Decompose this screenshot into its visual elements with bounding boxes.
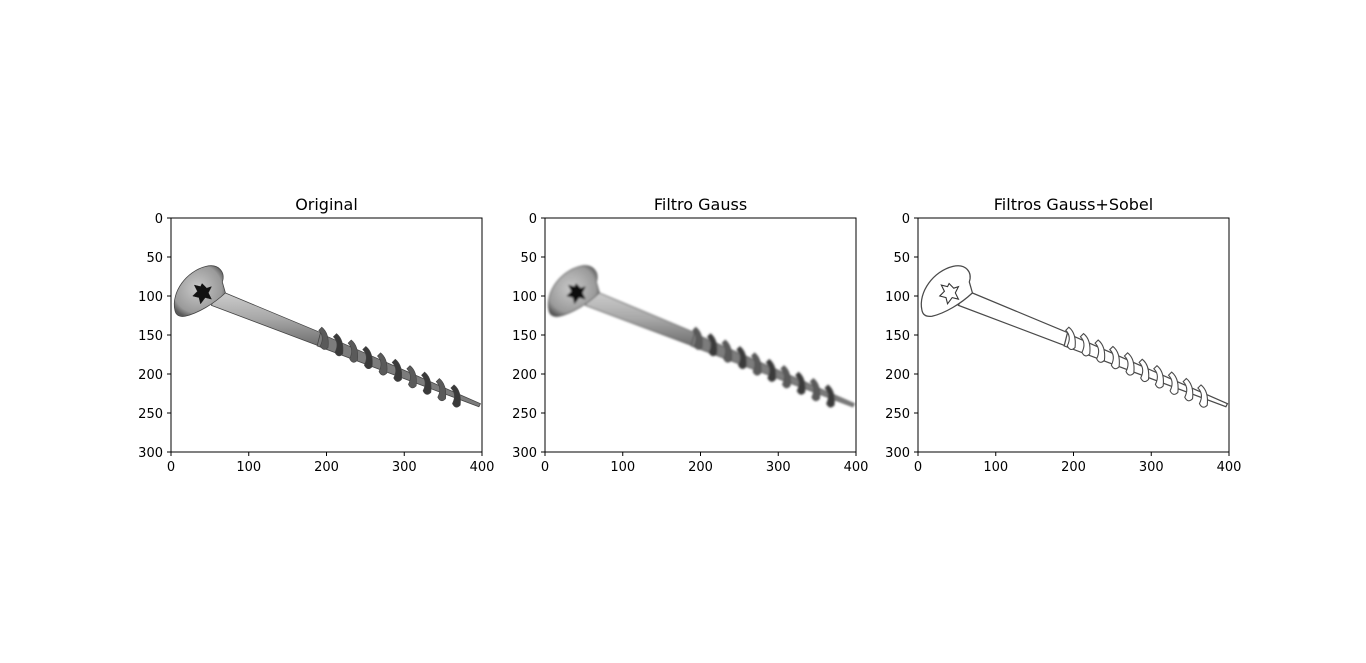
image-panel-1: Original 0 100 200 300 400 0 50 100 150 200 250 300: [138, 195, 494, 475]
screw-thread-crest: [318, 326, 329, 350]
screw-thread-crest: [809, 378, 821, 402]
x-tick-label: 300: [766, 460, 791, 475]
x-tick-label: 0: [914, 460, 922, 475]
y-tick-label: 250: [885, 407, 910, 422]
x-tick-label: 0: [167, 460, 175, 475]
screw-thread-crest: [1138, 358, 1150, 383]
y-tick-label: 200: [512, 368, 537, 383]
panel-title: Filtros Gauss+Sobel: [994, 195, 1153, 214]
y-tick-label: 100: [138, 290, 163, 305]
panel-image: [173, 265, 481, 408]
y-tick-label: 150: [885, 329, 910, 344]
y-tick-label: 300: [138, 446, 163, 461]
screw-shank: [957, 288, 1071, 347]
y-tick-label: 0: [529, 212, 537, 227]
y-tick-label: 150: [138, 329, 163, 344]
y-tick-label: 200: [885, 368, 910, 383]
screw-thread-crest: [1197, 384, 1209, 408]
screw-torx-recess: [192, 283, 212, 305]
x-tick-label: 100: [236, 460, 261, 475]
screw-thread-crest: [377, 352, 388, 376]
screw-thread-crest: [780, 365, 791, 389]
image-panel-2: Filtro Gauss 0 100 200 300 400 0 50 100 150 200 250…: [512, 195, 868, 475]
screw-thread-crest: [1153, 364, 1164, 389]
screw-thread-crest: [1167, 371, 1179, 395]
screw-thread-crest: [1064, 326, 1076, 351]
screw-thread-crest: [406, 365, 417, 389]
screw-thread-crest: [1123, 352, 1135, 376]
panel-title: Filtro Gauss: [654, 195, 747, 214]
image-panel-3: Filtros Gauss+Sobel 0 100 200 300 400 0 50 100 15…: [885, 195, 1241, 475]
y-tick-label: 300: [885, 446, 910, 461]
screw-thread-crest: [765, 358, 777, 382]
x-tick-label: 300: [392, 460, 417, 475]
y-tick-label: 50: [520, 251, 537, 266]
screw-thread-crest: [692, 326, 703, 350]
y-tick-label: 50: [146, 251, 163, 266]
y-tick-label: 50: [893, 251, 910, 266]
y-tick-label: 100: [885, 290, 910, 305]
screw-thread-crest: [435, 378, 447, 402]
x-tick-label: 100: [983, 460, 1008, 475]
screw-torx-recess: [566, 283, 586, 305]
y-tick-label: 0: [155, 212, 163, 227]
x-tick-label: 400: [470, 460, 495, 475]
screw-thread-crest: [721, 339, 732, 363]
screw-thread-crest: [347, 339, 358, 363]
screw-shank: [210, 289, 324, 347]
screw-thread-crest: [795, 371, 806, 395]
screw-shank: [584, 289, 698, 347]
screw-thread-crest: [421, 371, 432, 395]
screw-thread-crest: [391, 358, 403, 382]
screw-thread-crest: [824, 384, 835, 408]
y-tick-label: 0: [902, 212, 910, 227]
screw-thread-crest: [450, 384, 461, 408]
screw-thread-crest: [751, 352, 762, 376]
y-tick-label: 100: [512, 290, 537, 305]
y-tick-label: 250: [512, 407, 537, 422]
screw-thread-crest: [1079, 332, 1091, 357]
screw-thread-crest: [1182, 377, 1194, 402]
panel-image: [920, 265, 1229, 408]
panel-title: Original: [295, 195, 358, 214]
screw-thread-crest: [1109, 345, 1120, 370]
x-tick-label: 400: [1217, 460, 1242, 475]
screw-thread-crest: [1094, 339, 1106, 363]
x-tick-label: 400: [844, 460, 869, 475]
x-tick-label: 100: [610, 460, 635, 475]
panel-image: [547, 265, 855, 408]
x-tick-label: 200: [1061, 460, 1086, 475]
y-tick-label: 200: [138, 368, 163, 383]
screw-thread-crest: [332, 333, 344, 357]
y-tick-label: 150: [512, 329, 537, 344]
x-tick-label: 0: [541, 460, 549, 475]
x-tick-label: 200: [688, 460, 713, 475]
x-tick-label: 300: [1139, 460, 1164, 475]
y-tick-label: 250: [138, 407, 163, 422]
screw-thread-crest: [736, 346, 747, 370]
x-tick-label: 200: [314, 460, 339, 475]
screw-thread-crest: [362, 346, 373, 370]
screw-thread-crest: [706, 333, 718, 357]
screw-torx-recess: [938, 282, 960, 306]
y-tick-label: 300: [512, 446, 537, 461]
